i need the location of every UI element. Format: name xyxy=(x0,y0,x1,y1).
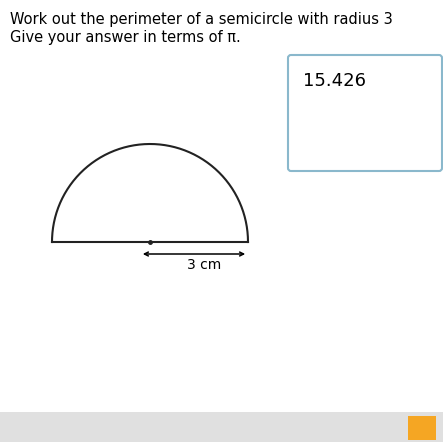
Text: 15.426: 15.426 xyxy=(303,72,366,90)
Text: Give your answer in terms of π.: Give your answer in terms of π. xyxy=(10,30,241,45)
Text: Work out the perimeter of a semicircle with radius 3: Work out the perimeter of a semicircle w… xyxy=(10,12,393,27)
FancyBboxPatch shape xyxy=(288,55,442,171)
Bar xyxy=(408,416,436,440)
Bar xyxy=(0,412,443,442)
Text: 3 cm: 3 cm xyxy=(187,258,221,272)
